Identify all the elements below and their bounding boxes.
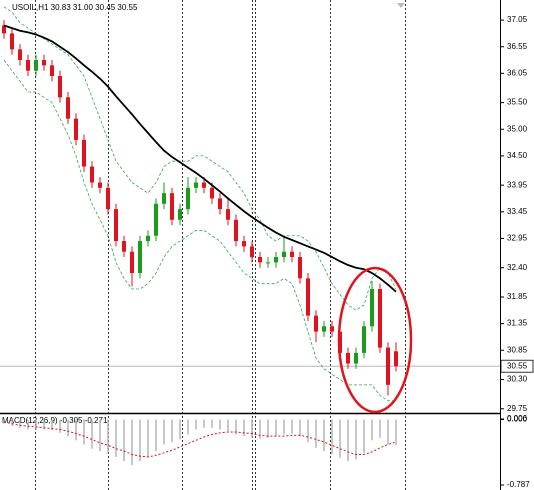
candle-body bbox=[82, 139, 86, 167]
candle-body bbox=[26, 60, 30, 71]
candle-body bbox=[138, 241, 142, 274]
candle-body bbox=[290, 251, 294, 258]
candle-body bbox=[202, 182, 206, 188]
candle-body bbox=[42, 60, 46, 66]
candle-body bbox=[50, 65, 54, 77]
candle-body bbox=[34, 60, 38, 71]
candle-body bbox=[386, 347, 390, 385]
y-tick-label: 29.75 bbox=[507, 404, 528, 413]
shift-marker bbox=[397, 3, 405, 8]
candle-body bbox=[370, 289, 374, 327]
chart-title: USOIL,H1 30.83 31.00 30.45 30.55 bbox=[12, 3, 138, 12]
candle-body bbox=[122, 241, 126, 252]
candle-body bbox=[306, 278, 310, 316]
candle-body bbox=[378, 289, 382, 348]
candle-body bbox=[258, 257, 262, 263]
annotation-circle bbox=[337, 266, 413, 414]
candle-body bbox=[298, 257, 302, 279]
candle-body bbox=[74, 118, 78, 140]
candle-body bbox=[162, 193, 166, 204]
candle-body bbox=[154, 203, 158, 236]
candle-body bbox=[66, 97, 70, 119]
candle-body bbox=[314, 315, 318, 332]
y-tick-label: 35.00 bbox=[507, 124, 528, 133]
candle-body bbox=[2, 25, 6, 34]
last-price-box bbox=[500, 359, 534, 373]
y-tick-label: 36.05 bbox=[507, 68, 528, 77]
y-tick-label: 37.05 bbox=[507, 15, 528, 24]
candle-body bbox=[226, 209, 230, 220]
candle-body bbox=[106, 187, 110, 210]
y-tick-label: 32.40 bbox=[507, 263, 528, 272]
candle-body bbox=[394, 351, 398, 367]
y-tick-label: 30.85 bbox=[507, 345, 528, 354]
candle-body bbox=[186, 187, 190, 210]
y-tick-label: 33.45 bbox=[507, 207, 528, 216]
candle-body bbox=[218, 198, 222, 210]
candle-body bbox=[354, 352, 358, 364]
candle-body bbox=[58, 76, 62, 98]
y-tick-label: -0.787 bbox=[507, 480, 530, 489]
y-tick-label: 30.30 bbox=[507, 375, 528, 384]
moving-average bbox=[3, 24, 397, 293]
last-price-label: 30.55 bbox=[507, 361, 528, 370]
y-tick-label: 35.50 bbox=[507, 98, 528, 107]
candle-body bbox=[322, 326, 326, 332]
candle-body bbox=[266, 262, 270, 264]
y-tick-label: 34.50 bbox=[507, 151, 528, 160]
candle-body bbox=[274, 257, 278, 263]
y-tick-label: 31.85 bbox=[507, 292, 528, 301]
candle-body bbox=[346, 352, 350, 364]
macd-title: MACD(12,26,9) -0.305 -0.271 bbox=[2, 416, 108, 425]
y-tick-label: 0.000 bbox=[507, 415, 528, 424]
candle-body bbox=[282, 251, 286, 258]
candle-body bbox=[18, 49, 22, 61]
candle-body bbox=[146, 235, 150, 242]
signal-line bbox=[3, 421, 397, 458]
candle-body bbox=[210, 187, 214, 199]
candle-body bbox=[178, 209, 182, 220]
candle-body bbox=[10, 33, 14, 50]
candle-body bbox=[234, 219, 238, 242]
band-lower bbox=[3, 59, 396, 402]
candle-body bbox=[90, 166, 94, 183]
candle-body bbox=[194, 182, 198, 188]
candle-body bbox=[362, 326, 366, 353]
candle-body bbox=[330, 326, 334, 332]
y-tick-label: 32.95 bbox=[507, 234, 528, 243]
candle-body bbox=[242, 241, 246, 247]
band-upper bbox=[3, 6, 397, 311]
candle-body bbox=[130, 251, 134, 274]
candle-body bbox=[114, 209, 118, 242]
candle-body bbox=[250, 246, 254, 258]
y-tick-label: 0.006 bbox=[507, 414, 528, 423]
candle-body bbox=[170, 193, 174, 220]
candle-body bbox=[98, 182, 102, 188]
y-tick-label: 33.95 bbox=[507, 180, 528, 189]
y-tick-label: 36.55 bbox=[507, 42, 528, 51]
y-tick-label: 31.35 bbox=[507, 319, 528, 328]
